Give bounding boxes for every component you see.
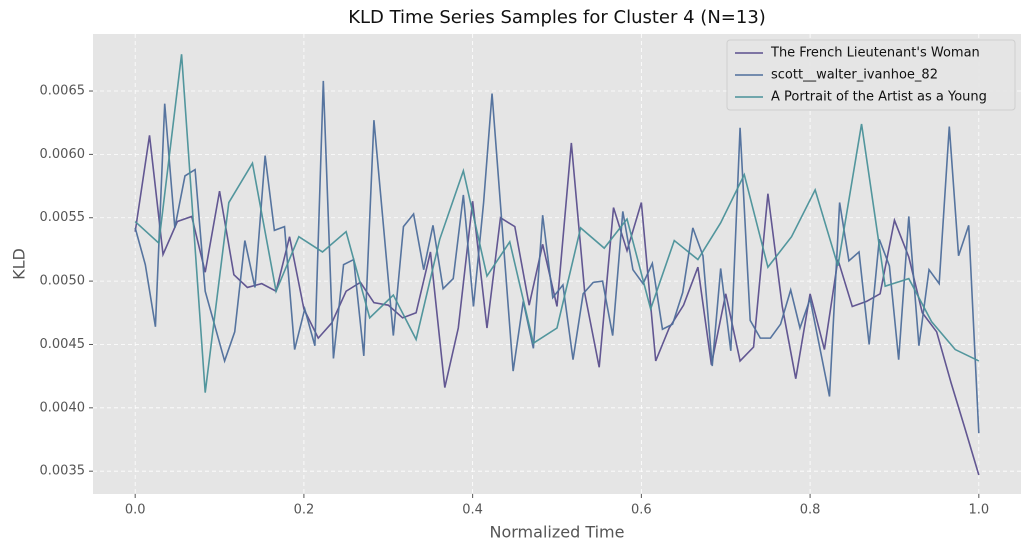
y-tick-label: 0.0055 — [40, 210, 86, 225]
x-tick-label: 0.6 — [631, 503, 652, 518]
legend-label: A Portrait of the Artist as a Young — [771, 90, 987, 105]
y-axis-label: KLD — [10, 248, 29, 280]
x-tick-label: 0.4 — [462, 503, 483, 518]
x-tick-label: 1.0 — [968, 503, 989, 518]
x-tick-label: 0.8 — [800, 503, 821, 518]
x-tick-label: 0.2 — [294, 503, 315, 518]
series-line — [134, 54, 980, 393]
x-tick-label: 0.0 — [125, 503, 146, 518]
y-tick-label: 0.0035 — [40, 464, 86, 479]
chart-title: KLD Time Series Samples for Cluster 4 (N… — [348, 7, 766, 28]
x-axis-label: Normalized Time — [490, 523, 625, 542]
y-tick-label: 0.0050 — [40, 274, 86, 289]
legend-box — [726, 39, 1016, 111]
y-tick-label: 0.0045 — [40, 337, 86, 352]
y-tick-label: 0.0040 — [40, 400, 86, 415]
y-tick-label: 0.0060 — [40, 147, 86, 162]
plot-area — [93, 34, 1021, 494]
legend-label: scott__walter_ivanhoe_82 — [771, 68, 938, 83]
y-tick-label: 0.0065 — [40, 84, 86, 99]
legend-label: The French Lieutenant's Woman — [770, 46, 980, 61]
